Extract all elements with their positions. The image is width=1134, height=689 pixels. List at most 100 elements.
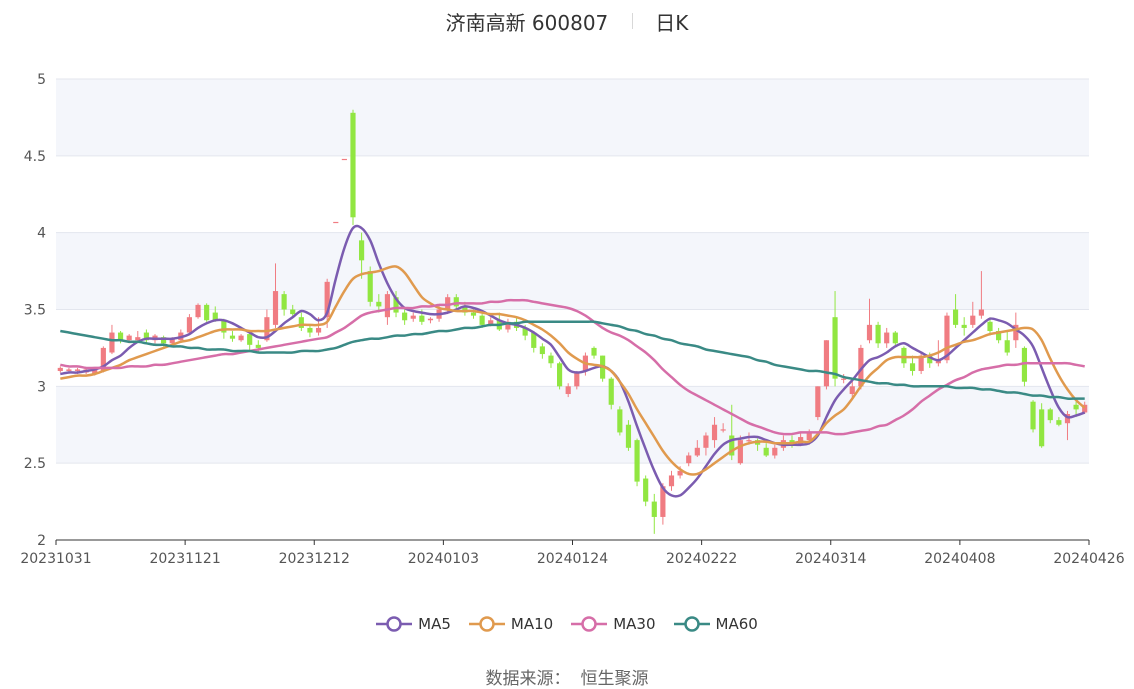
grid-band <box>56 386 1089 464</box>
candle-body <box>522 327 528 336</box>
candle-body <box>1021 347 1028 382</box>
candle-body <box>918 355 924 371</box>
x-tick-label: 20231212 <box>279 551 350 567</box>
series-line-ma5 <box>60 224 1086 498</box>
candle-body <box>255 344 261 348</box>
candle-body <box>1039 409 1045 447</box>
candle-body <box>92 369 98 375</box>
legend-label: MA5 <box>418 615 451 633</box>
legend-ma10-icon <box>468 616 505 632</box>
candle-body <box>470 312 477 316</box>
x-tick-label: 20240124 <box>537 551 608 567</box>
candle-body <box>212 312 218 321</box>
candle-body <box>987 321 993 332</box>
candle-body <box>539 346 545 355</box>
legend-item-ma30[interactable]: MA30 <box>571 615 656 633</box>
candle-body <box>763 447 769 456</box>
candle-body <box>686 455 692 464</box>
candle-body <box>427 318 434 321</box>
series-line-ma30 <box>60 298 1085 436</box>
candle-body <box>1030 401 1036 430</box>
candle-body <box>927 355 933 364</box>
candle-body <box>703 435 709 448</box>
candle-body <box>505 321 511 330</box>
candle-body <box>186 317 193 333</box>
candle-body <box>961 324 967 328</box>
series-line-ma10 <box>60 265 1086 476</box>
candle-body <box>247 334 253 345</box>
candle-body <box>359 240 365 261</box>
candle-body <box>298 317 304 328</box>
legend: MA5 MA10 MA30 MA60 <box>0 612 1134 636</box>
grid-band <box>56 79 1089 156</box>
candle-body <box>100 347 106 371</box>
candle-body <box>746 440 752 442</box>
candle-body <box>849 386 855 395</box>
candle-body <box>952 309 959 325</box>
legend-ma60-icon <box>673 616 710 632</box>
candle-body <box>1082 404 1088 413</box>
legend-item-ma60[interactable]: MA60 <box>673 615 758 633</box>
stock-name-code: 济南高新 600807 <box>445 10 609 35</box>
x-tick-label: 20231031 <box>20 551 91 567</box>
candle-body <box>548 355 554 364</box>
candle-body <box>996 331 1002 341</box>
period-label: 日K <box>655 10 689 35</box>
legend-item-ma10[interactable]: MA10 <box>468 615 553 633</box>
kline-chart: 2 2.5 3 3.5 4 4.5 5 20231031 20231121 20231212 202… <box>20 72 1124 567</box>
candle-body <box>875 324 881 344</box>
candle-body <box>643 478 649 502</box>
x-tick-label: 20240408 <box>924 551 995 567</box>
x-tick-label: 20240426 <box>1053 551 1124 567</box>
candle-body <box>488 320 494 325</box>
candle-body <box>143 332 149 341</box>
candle-body <box>574 372 580 387</box>
candle-body <box>815 386 821 418</box>
candle-body <box>806 432 812 441</box>
candle-body <box>341 158 347 161</box>
candle-body <box>737 440 743 464</box>
candle-body <box>315 327 322 333</box>
legend-ma5-icon <box>376 616 413 632</box>
candle-body <box>57 367 63 371</box>
candle-body <box>884 332 890 344</box>
title-separator <box>632 13 634 29</box>
candle-body <box>909 363 916 371</box>
candle-body <box>195 304 201 318</box>
candle-body <box>858 347 864 387</box>
candle-body <box>117 332 124 341</box>
legend-ma30-icon <box>571 616 608 632</box>
candle-body <box>1056 420 1062 425</box>
candle-body <box>264 317 270 341</box>
candle-body <box>126 335 132 341</box>
candle-body <box>557 363 563 387</box>
candle-body <box>324 281 330 318</box>
candle-body <box>135 337 141 341</box>
candle-body <box>281 294 287 310</box>
candle-body <box>290 309 296 315</box>
y-tick-label: 2.5 <box>24 456 46 472</box>
candle-body <box>161 337 167 344</box>
y-tick-label: 3.5 <box>24 303 46 319</box>
x-tick-label: 20240103 <box>408 551 479 567</box>
candle-body <box>677 470 683 476</box>
candle-body <box>944 315 950 361</box>
candle-body <box>711 424 718 441</box>
candle-body <box>272 291 279 325</box>
source-value: 恒生聚源 <box>580 669 649 689</box>
candle-body <box>1073 404 1079 410</box>
candle-body <box>841 378 847 380</box>
y-tick-label: 3 <box>37 379 46 395</box>
legend-item-ma5[interactable]: MA5 <box>376 615 451 633</box>
x-tick-label: 20231121 <box>149 551 220 567</box>
candle-body <box>410 315 416 319</box>
candle-body <box>634 440 640 482</box>
candle-body <box>1004 340 1010 353</box>
candle-body <box>419 315 425 322</box>
x-tick-label: 20240222 <box>666 551 737 567</box>
candle-body <box>591 347 597 356</box>
candle-body <box>333 221 339 224</box>
candle-body <box>1047 409 1053 421</box>
candle-body <box>204 304 210 321</box>
candle-body <box>221 320 227 333</box>
